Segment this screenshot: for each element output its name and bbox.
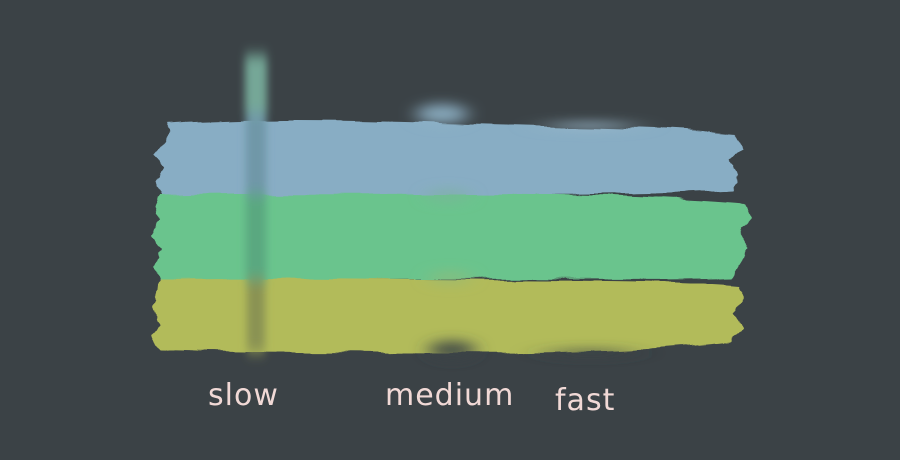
- label-medium: medium: [385, 378, 514, 413]
- medium-blur-blotch: [416, 104, 476, 359]
- band-green: [152, 193, 752, 280]
- fast-blur-streak: [545, 121, 635, 358]
- band-yellow: [152, 278, 744, 354]
- label-fast: fast: [555, 383, 615, 418]
- slow-blur-stripe: [245, 55, 267, 352]
- band-blue: [154, 120, 742, 197]
- label-slow: slow: [208, 378, 279, 413]
- color-bands: [152, 120, 752, 354]
